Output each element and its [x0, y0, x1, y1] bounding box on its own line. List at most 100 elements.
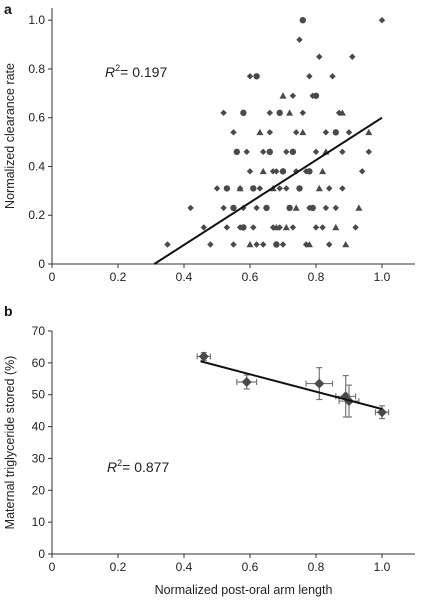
x-tick-label: 0.8 [308, 270, 325, 284]
data-point [200, 224, 207, 231]
data-point [338, 109, 346, 116]
data-point [296, 36, 303, 43]
data-point [253, 73, 260, 80]
y-tick-label: 30 [32, 451, 46, 465]
data-point [365, 148, 372, 156]
y-tick-label: 20 [32, 483, 46, 497]
data-point [306, 73, 313, 80]
data-point [299, 109, 306, 117]
panel-label: a [4, 1, 12, 17]
y-tick-label: 0 [38, 257, 45, 271]
y-tick-label: 60 [32, 356, 46, 370]
data-point [292, 204, 300, 211]
data-point [187, 204, 194, 212]
data-point [266, 129, 273, 136]
x-tick-label: 0.4 [176, 560, 193, 574]
data-point [198, 351, 209, 362]
x-tick-label: 0.4 [176, 270, 193, 284]
y-axis-label: Normalized clearance rate [3, 63, 17, 209]
data-point [256, 128, 264, 136]
data-point [322, 204, 330, 212]
r-squared-annotation: R2= 0.197 [105, 63, 167, 80]
data-point [312, 148, 320, 156]
data-point [250, 224, 257, 231]
data-point [164, 241, 171, 248]
data-point [273, 168, 280, 175]
y-tick-label: 0.8 [28, 62, 45, 76]
data-point [326, 241, 333, 248]
data-point [272, 223, 280, 231]
y-tick-label: 0.4 [28, 159, 45, 173]
data-point [243, 148, 250, 156]
data-point [312, 92, 320, 99]
data-point [355, 204, 363, 211]
x-tick-label: 1.0 [374, 560, 391, 574]
data-point [378, 16, 386, 24]
data-point [319, 224, 326, 231]
data-point [233, 148, 240, 156]
data-point [299, 128, 307, 136]
data-point [349, 53, 356, 60]
data-point [332, 223, 340, 231]
data-point [207, 241, 214, 248]
y-tick-label: 40 [32, 420, 46, 434]
data-point [230, 204, 237, 212]
data-point [377, 407, 387, 418]
x-tick-label: 0 [49, 270, 56, 284]
data-point [223, 224, 231, 231]
data-point [246, 73, 254, 80]
data-point [250, 185, 257, 192]
y-tick-label: 1.0 [28, 13, 45, 27]
data-point [263, 204, 270, 212]
y-tick-label: 50 [32, 388, 46, 402]
data-point [345, 129, 353, 136]
chart-panel-b: b 0 0.2 0.4 0.6 0.8 1.0 0 10 20 30 40 50 60 70 Maternal… [3, 303, 415, 597]
data-point [220, 109, 227, 117]
data-point [289, 92, 297, 99]
x-tick-label: 0.6 [242, 270, 259, 284]
data-point [241, 376, 252, 387]
data-point [326, 185, 333, 192]
y-tick-label: 10 [32, 515, 46, 529]
data-point [260, 148, 267, 156]
data-point [240, 109, 247, 117]
data-point [273, 241, 280, 248]
data-point [213, 185, 221, 192]
data-point [305, 240, 313, 248]
data-point [256, 185, 264, 192]
data-point [312, 224, 320, 231]
panel-label: b [4, 303, 13, 319]
y-tick-label: 0 [38, 547, 45, 561]
data-point [266, 109, 273, 117]
x-tick-label: 0.8 [308, 560, 325, 574]
data-point [269, 168, 277, 175]
data-point [279, 168, 287, 175]
data-point [332, 129, 339, 136]
data-point [279, 241, 287, 248]
x-tick-label: 0.2 [110, 560, 127, 574]
data-point [240, 224, 247, 231]
data-point [296, 185, 303, 192]
data-point [286, 109, 294, 116]
data-point [283, 185, 290, 192]
x-axis-label: Normalized post-oral arm length [155, 583, 333, 597]
data-point [230, 129, 237, 136]
data-point [276, 185, 283, 192]
fit-line [153, 116, 383, 265]
data-point [365, 128, 373, 136]
data-point [220, 204, 227, 212]
data-point [299, 16, 306, 24]
y-tick-label: 0.6 [28, 111, 45, 125]
data-point [246, 240, 254, 248]
data-point [339, 148, 346, 156]
data-point [329, 73, 336, 80]
data-point [230, 241, 237, 248]
data-point [289, 148, 297, 156]
data-point [223, 185, 231, 192]
data-point [286, 204, 293, 212]
data-point [279, 92, 287, 99]
x-tick-label: 1.0 [374, 270, 391, 284]
data-point [314, 378, 325, 389]
data-point [266, 148, 273, 156]
